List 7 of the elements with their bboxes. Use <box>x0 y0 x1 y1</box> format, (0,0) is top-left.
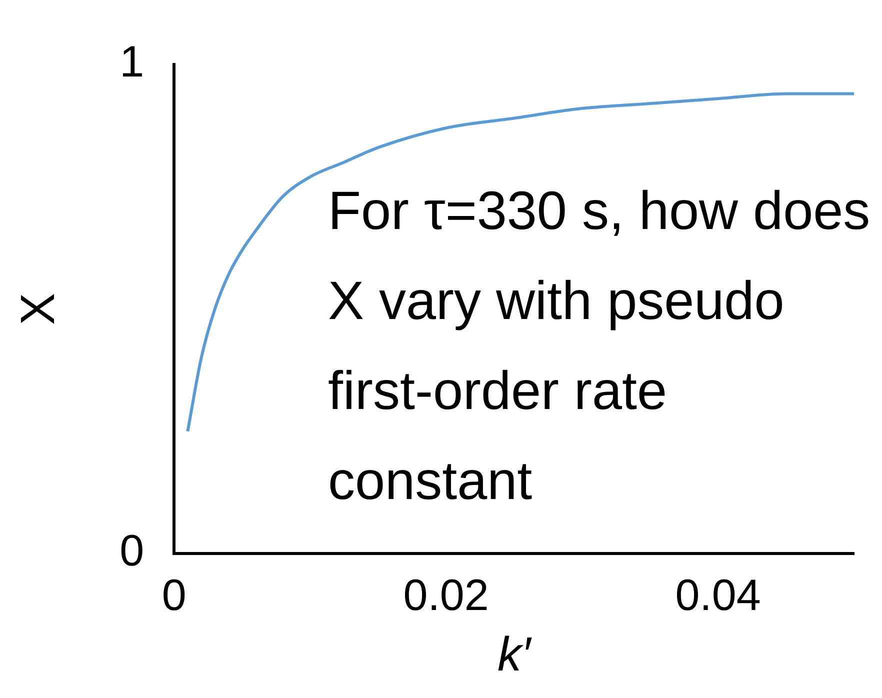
x-axis-title: k′ <box>498 628 533 682</box>
x-tick-label: 0.02 <box>403 571 489 620</box>
y-tick-label: 1 <box>120 38 144 87</box>
y-axis-title: X <box>12 292 66 326</box>
x-tick-label: 0.04 <box>675 571 761 620</box>
annotation: For τ=330 s, how does X vary with pseudo first-order rate constant <box>328 180 872 513</box>
x-tick-label: 0 <box>162 571 186 620</box>
